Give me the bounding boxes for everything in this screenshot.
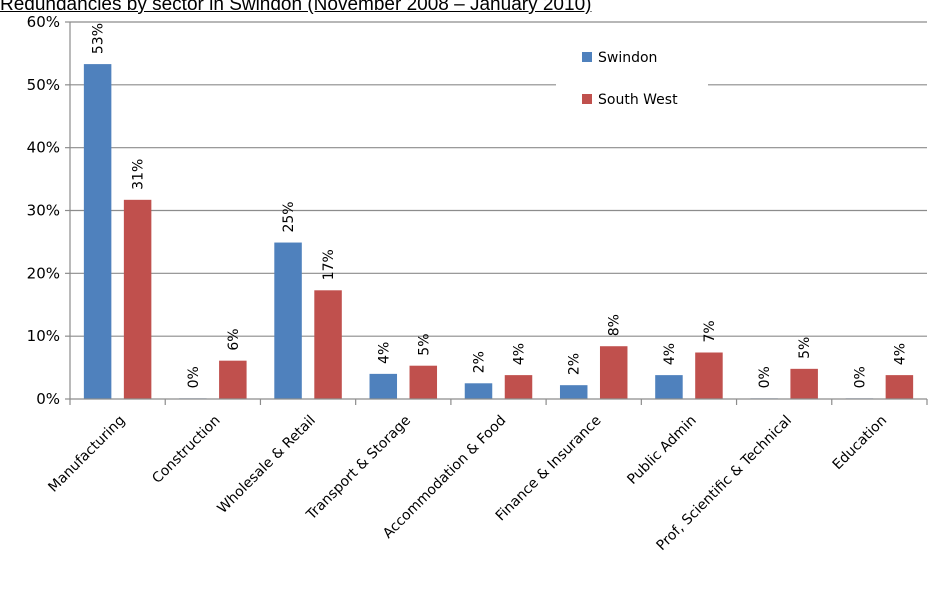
category-label-education: Education <box>830 413 891 474</box>
bars <box>83 64 914 400</box>
bar-swindon-accommodation-food <box>464 383 493 399</box>
bar-swindon-wholesale-retail <box>274 242 302 399</box>
data-label-south-west-transport-storage: 5% <box>416 333 432 355</box>
legend-swatch-south-west <box>582 94 592 104</box>
category-label-construction: Construction <box>149 413 223 487</box>
bar-south-west-transport-storage <box>409 365 438 399</box>
data-label-south-west-wholesale-retail: 17% <box>321 249 337 280</box>
bar-south-west-public-admin <box>695 352 723 399</box>
legend-background <box>556 40 708 114</box>
bar-south-west-accommodation-food <box>504 375 533 399</box>
data-label-south-west-finance-insurance: 8% <box>607 314 623 336</box>
ytick-label-40: 40% <box>27 139 60 157</box>
data-label-swindon-manufacturing: 53% <box>91 23 107 54</box>
ytick-label-30: 30% <box>27 202 60 220</box>
bar-south-west-manufacturing <box>123 199 152 399</box>
data-label-south-west-accommodation-food: 4% <box>512 343 528 365</box>
data-label-swindon-prof-scientific-technical: 0% <box>757 366 773 388</box>
bar-swindon-public-admin <box>655 375 683 399</box>
bar-swindon-transport-storage <box>369 373 398 399</box>
data-label-swindon-accommodation-food: 2% <box>472 351 488 373</box>
ytick-label-0: 0% <box>36 390 60 408</box>
category-label-transport-storage: Transport & Storage <box>303 413 414 524</box>
legend-label-south-west: South West <box>598 92 678 108</box>
data-label-swindon-construction: 0% <box>186 366 202 388</box>
bar-south-west-prof-scientific-technical <box>790 368 818 399</box>
bar-south-west-finance-insurance <box>599 346 628 399</box>
data-label-swindon-education: 0% <box>852 366 868 388</box>
data-label-swindon-finance-insurance: 2% <box>567 353 583 375</box>
data-label-swindon-public-admin: 4% <box>662 343 678 365</box>
bar-south-west-construction <box>219 360 247 399</box>
data-label-south-west-manufacturing: 31% <box>131 159 147 190</box>
chart-title: Redundancies by sector in Swindon (Novem… <box>0 0 592 15</box>
bar-swindon-manufacturing <box>83 64 112 400</box>
category-label-manufacturing: Manufacturing <box>45 413 128 496</box>
bar-south-west-education <box>885 375 914 399</box>
category-label-wholesale-retail: Wholesale & Retail <box>215 413 319 517</box>
data-label-swindon-wholesale-retail: 25% <box>281 201 297 232</box>
category-label-public-admin: Public Admin <box>624 413 699 488</box>
data-label-south-west-construction: 6% <box>226 328 242 350</box>
category-label-finance-insurance: Finance & Insurance <box>493 413 605 525</box>
x-axis <box>69 22 928 405</box>
data-labels: 53% 31% 0% 6% 25% 17% 4% 5% 2% 4% 2% 8% 4% 7% 0% 5% 0% 4% <box>91 23 909 388</box>
legend-swatch-swindon <box>582 52 592 62</box>
ytick-label-20: 20% <box>27 264 60 282</box>
data-label-south-west-education: 4% <box>892 343 908 365</box>
gridlines <box>70 21 927 337</box>
data-label-south-west-public-admin: 7% <box>702 320 718 342</box>
bar-south-west-wholesale-retail <box>314 290 342 399</box>
data-label-south-west-prof-scientific-technical: 5% <box>797 337 813 359</box>
legend: Swindon South West <box>556 40 708 114</box>
ytick-label-10: 10% <box>27 327 60 345</box>
legend-label-swindon: Swindon <box>598 50 657 66</box>
ytick-label-50: 50% <box>27 76 60 94</box>
data-label-swindon-transport-storage: 4% <box>376 342 392 364</box>
bar-swindon-finance-insurance <box>559 385 588 399</box>
y-axis: 0% 10% 20% 30% 40% 50% 60% <box>27 13 70 408</box>
ytick-label-60: 60% <box>27 13 60 31</box>
